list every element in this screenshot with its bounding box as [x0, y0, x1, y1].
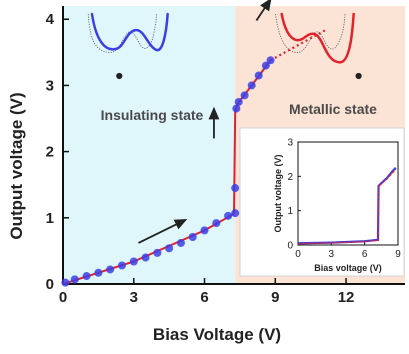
x-tick-label: 6: [200, 289, 208, 306]
data-point: [224, 212, 232, 220]
data-point: [142, 254, 150, 262]
inset-x-tick-label: 9: [395, 249, 401, 260]
inset-y-tick-label: 2: [287, 172, 293, 183]
data-point: [248, 81, 256, 89]
data-point: [83, 272, 91, 280]
inset-y-tick-label: 0: [287, 241, 293, 252]
data-point: [201, 226, 209, 234]
inset-x-tick-label: 6: [362, 249, 368, 260]
x-tick-label: 9: [271, 289, 279, 306]
inset-x-tick-label: 3: [329, 249, 335, 260]
inset-y-tick-label: 1: [287, 206, 293, 217]
inset-x-axis-label: Bias voltage (V): [314, 263, 382, 273]
x-tick-label: 3: [130, 289, 138, 306]
state-ball: [356, 73, 362, 79]
data-point: [235, 98, 243, 106]
x-axis-label: Bias Voltage (V): [153, 325, 281, 344]
insulating-state-label: Insulating state: [101, 107, 204, 123]
data-point: [189, 233, 197, 241]
data-point: [165, 244, 173, 252]
data-point: [118, 261, 126, 269]
data-point: [130, 257, 138, 265]
data-point: [71, 275, 79, 283]
y-tick-label: 0: [46, 276, 54, 293]
data-point: [106, 265, 114, 273]
data-point: [231, 184, 239, 192]
state-ball: [116, 73, 122, 79]
data-point: [94, 269, 102, 277]
y-tick-label: 1: [46, 210, 54, 227]
inset-x-tick-label: 0: [295, 249, 301, 260]
x-tick-label: 12: [338, 289, 355, 306]
data-point: [231, 209, 239, 217]
data-point: [153, 249, 161, 257]
data-point: [241, 91, 249, 99]
inset-y-axis-label: Output voltage (V): [273, 155, 283, 233]
metallic-state-label: Metallic state: [289, 101, 377, 117]
data-point: [255, 72, 263, 80]
x-tick-label: 0: [59, 289, 67, 306]
region-insulating: [63, 6, 235, 284]
y-axis-label: Output voltage (V): [7, 92, 26, 239]
y-tick-label: 3: [46, 77, 54, 94]
data-point: [177, 239, 185, 247]
data-point: [212, 219, 220, 227]
inset-y-tick-label: 3: [287, 138, 293, 149]
data-point: [267, 56, 275, 64]
y-tick-label: 4: [46, 11, 55, 28]
y-tick-label: 2: [46, 144, 54, 161]
data-point: [61, 279, 69, 287]
